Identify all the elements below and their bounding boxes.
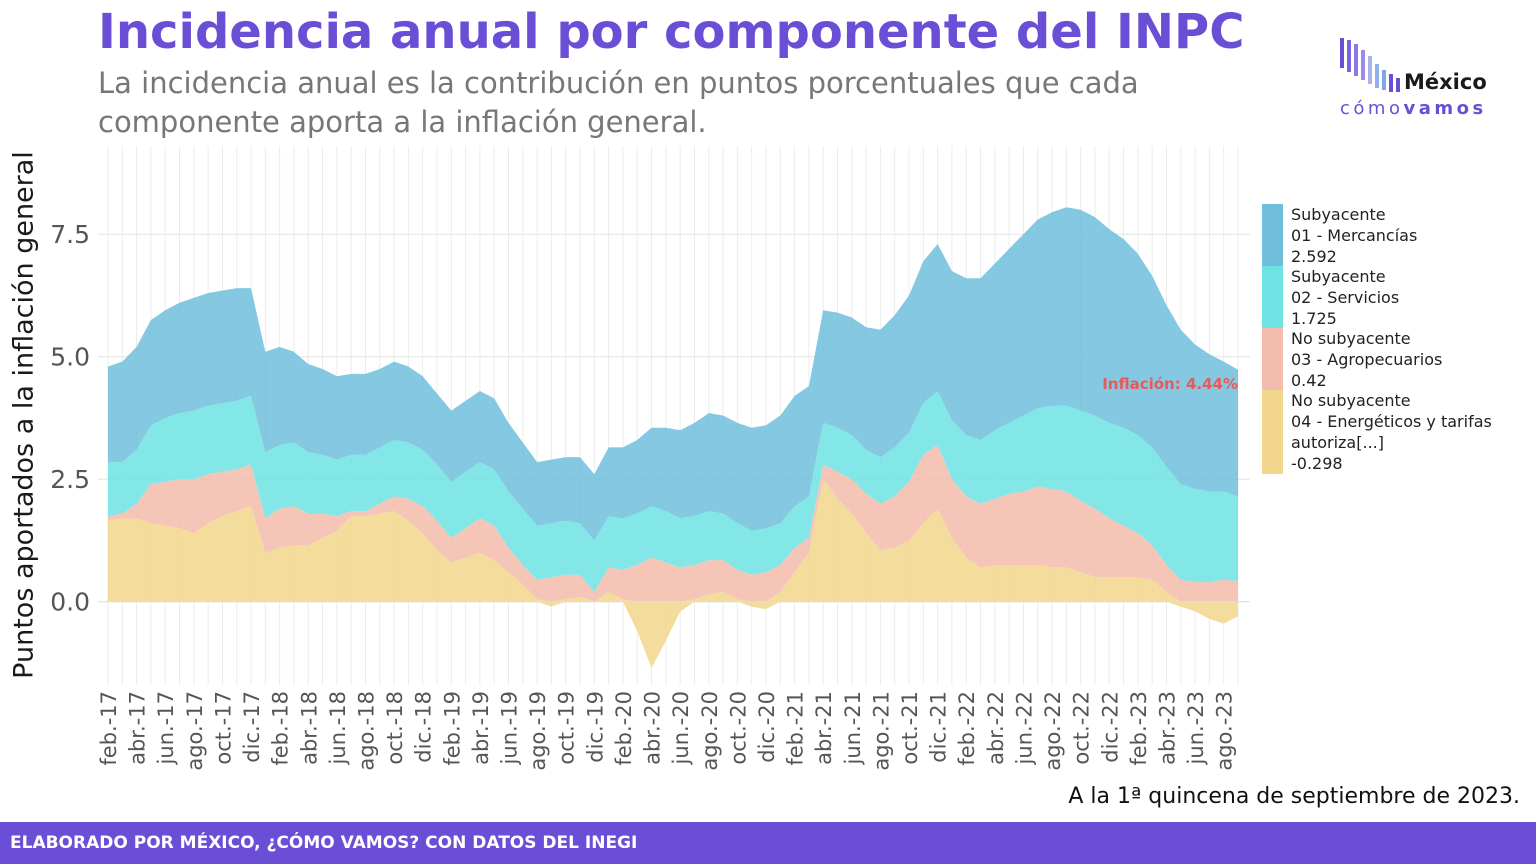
legend-item-agropecuarios: No subyacente 03 - Agropecuarios 0.42 — [1262, 328, 1532, 390]
legend-label-energeticos: No subyacente 04 - Energéticos y tarifas… — [1291, 391, 1492, 473]
date-note: A la 1ª quincena de septiembre de 2023. — [1068, 784, 1520, 809]
x-tick-label: oct.-19 — [555, 691, 579, 765]
x-tick-label: ago.-21 — [869, 691, 893, 771]
legend-swatch-mercancias — [1262, 204, 1283, 266]
legend-label-agropecuarios: No subyacente 03 - Agropecuarios 0.42 — [1291, 329, 1443, 390]
legend-item-servicios: Subyacente 02 - Servicios 1.725 — [1262, 266, 1532, 328]
x-tick-label: oct.-17 — [211, 691, 235, 765]
area-servicios — [108, 391, 1238, 592]
x-tick-label: oct.-18 — [383, 691, 407, 765]
y-tick-label: 2.5 — [50, 465, 90, 494]
x-tick-label: feb.-21 — [784, 691, 808, 766]
x-tick-label: jun.-17 — [154, 691, 178, 765]
y-tick-label: 0.0 — [50, 588, 90, 617]
x-tick-label: jun.-18 — [326, 691, 350, 765]
x-tick-label: oct.-20 — [726, 691, 750, 765]
x-tick-label: ago.-17 — [183, 691, 207, 771]
x-tick-label: abr.-20 — [641, 691, 665, 765]
x-tick-label: dic.-17 — [240, 691, 264, 763]
inflation-annotation: Inflación: 4.44% — [1102, 375, 1238, 393]
x-tick-label: ago.-23 — [1213, 691, 1237, 771]
legend-swatch-agropecuarios — [1262, 328, 1283, 390]
legend-label-mercancias: Subyacente 01 - Mercancías 2.592 — [1291, 205, 1418, 266]
logo-wordmark: México — [1404, 70, 1487, 94]
x-tick-label: abr.-17 — [126, 691, 150, 765]
x-tick-label: dic.-19 — [583, 691, 607, 763]
page-title: Incidencia anual por componente del INPC — [98, 4, 1245, 60]
area-mercancias — [108, 207, 1238, 541]
x-tick-label: dic.-18 — [412, 691, 436, 763]
legend-label-servicios: Subyacente 02 - Servicios 1.725 — [1291, 267, 1400, 328]
x-tick-label: dic.-20 — [755, 691, 779, 763]
legend-swatch-energeticos — [1262, 390, 1283, 474]
x-tick-label: abr.-19 — [469, 691, 493, 765]
stacked-area-chart: 0.0 2.5 5.0 7.5 feb.-17 abr.-17 jun.-17 ago.-17… — [50, 146, 1250, 771]
x-tick-label: feb.-22 — [955, 691, 979, 766]
footer-credit: ELABORADO POR MÉXICO, ¿CÓMO VAMOS? CON D… — [10, 833, 638, 853]
area-agropecuarios — [108, 444, 1238, 602]
logo-bars-icon — [1340, 38, 1400, 92]
x-tick-label: jun.-20 — [669, 691, 693, 765]
x-tick-label: abr.-18 — [297, 691, 321, 765]
x-tick-label: abr.-23 — [1155, 691, 1179, 765]
x-tick-label: feb.-23 — [1127, 691, 1151, 766]
x-tick-label: feb.-17 — [97, 691, 121, 766]
legend-item-mercancias: Subyacente 01 - Mercancías 2.592 — [1262, 204, 1532, 266]
x-tick-label: ago.-18 — [354, 691, 378, 771]
x-tick-label: feb.-18 — [269, 691, 293, 766]
page-subtitle: La incidencia anual es la contribución e… — [98, 66, 1139, 139]
area-energeticos — [108, 479, 1238, 668]
x-tick-label: ago.-20 — [698, 691, 722, 771]
x-tick-label: abr.-22 — [984, 691, 1008, 765]
x-tick-label: ago.-22 — [1041, 691, 1065, 771]
x-tick-label: jun.-23 — [1184, 691, 1208, 765]
x-tick-label: jun.-22 — [1012, 691, 1036, 765]
footer-bar: ELABORADO POR MÉXICO, ¿CÓMO VAMOS? CON D… — [0, 822, 1536, 864]
y-tick-label: 7.5 — [50, 220, 90, 249]
legend-item-energeticos: No subyacente 04 - Energéticos y tarifas… — [1262, 390, 1532, 474]
x-tick-label: jun.-21 — [841, 691, 865, 765]
x-tick-label: feb.-19 — [440, 691, 464, 766]
x-tick-label: dic.-22 — [1098, 691, 1122, 763]
x-tick-label: feb.-20 — [612, 691, 636, 766]
y-tick-label: 5.0 — [50, 343, 90, 372]
x-tick-label: dic.-21 — [927, 691, 951, 763]
legend-swatch-servicios — [1262, 266, 1283, 328]
x-tick-label: oct.-22 — [1070, 691, 1094, 765]
x-tick-label: ago.-19 — [526, 691, 550, 771]
x-tick-label: oct.-21 — [898, 691, 922, 765]
chart-legend: Subyacente 01 - Mercancías 2.592 Subyace… — [1262, 204, 1532, 474]
x-tick-label: jun.-19 — [498, 691, 522, 765]
x-tick-label: abr.-21 — [812, 691, 836, 765]
mexico-como-vamos-logo: México cómovamos — [1338, 36, 1508, 119]
logo-tagline: cómovamos — [1340, 98, 1487, 119]
